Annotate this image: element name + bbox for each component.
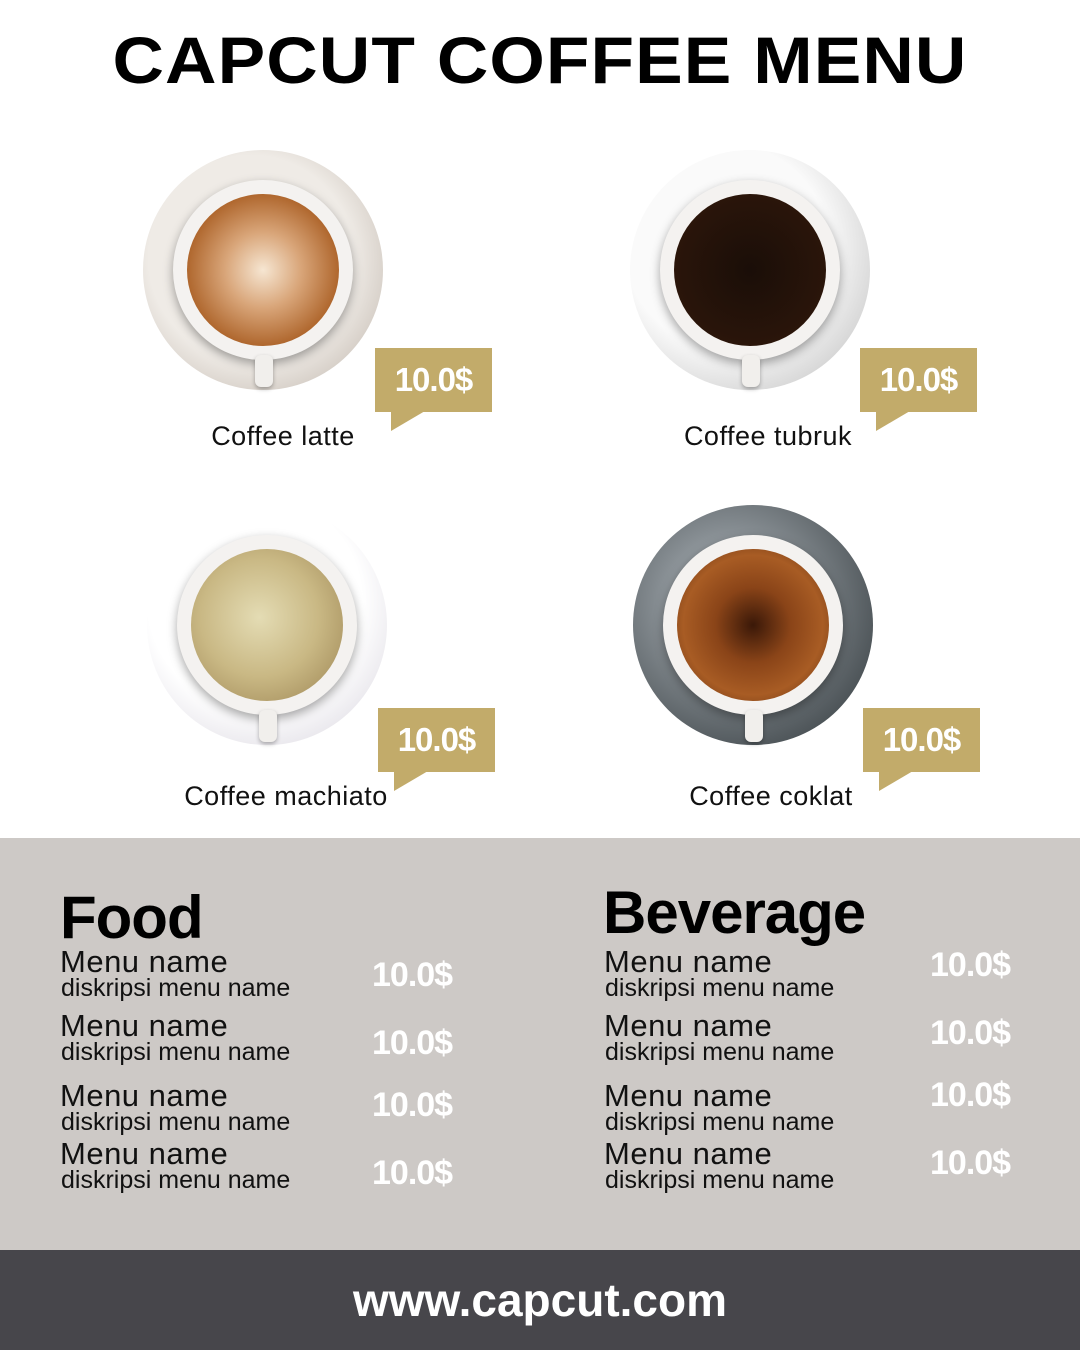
item-name: Coffee coklat (689, 781, 853, 811)
food-item-name: Menu name (60, 1008, 229, 1043)
coffee-latte-image (143, 150, 383, 390)
beverage-item-desc: diskripsi menu name (605, 1038, 835, 1066)
price-tag: 10.0$ (863, 708, 980, 791)
beverage-item-desc: diskripsi menu name (605, 974, 835, 1002)
beverage-item-price: 10.0$ (930, 946, 1011, 984)
coffee-machiato-image (147, 505, 387, 745)
menu-list-panel: Food Beverage (0, 838, 1080, 1250)
footer-url[interactable]: www.capcut.com (0, 1250, 1080, 1350)
beverage-item-name: Menu name (604, 1136, 773, 1171)
beverage-item-name: Menu name (604, 1078, 773, 1113)
food-item-desc: diskripsi menu name (61, 1166, 291, 1194)
beverage-item-desc: diskripsi menu name (605, 1166, 835, 1194)
price-tag: 10.0$ (375, 348, 492, 431)
food-item-name: Menu name (60, 944, 229, 979)
coffee-coklat-image (633, 505, 873, 745)
beverage-item-desc: diskripsi menu name (605, 1108, 835, 1136)
coffee-tubruk-image (630, 150, 870, 390)
price-tag: 10.0$ (378, 708, 495, 791)
beverage-item-name: Menu name (604, 944, 773, 979)
beverage-title: Beverage (603, 879, 866, 946)
food-item-name: Menu name (60, 1136, 229, 1171)
food-item-desc: diskripsi menu name (61, 1108, 291, 1136)
food-item-desc: diskripsi menu name (61, 974, 291, 1002)
food-title: Food (60, 884, 204, 951)
item-name: Coffee machiato (184, 781, 388, 811)
item-name: Coffee tubruk (683, 421, 853, 451)
beverage-item-price: 10.0$ (930, 1076, 1011, 1114)
beverage-item-price: 10.0$ (930, 1144, 1011, 1182)
food-item-price: 10.0$ (372, 1086, 453, 1124)
beverage-item-price: 10.0$ (930, 1014, 1011, 1052)
food-item-name: Menu name (60, 1078, 229, 1113)
food-item-desc: diskripsi menu name (61, 1038, 291, 1066)
food-item-price: 10.0$ (372, 956, 453, 994)
beverage-item-name: Menu name (604, 1008, 773, 1043)
price-tag: 10.0$ (860, 348, 977, 431)
food-item-price: 10.0$ (372, 1154, 453, 1192)
item-name: Coffee latte (211, 421, 355, 451)
food-item-price: 10.0$ (372, 1024, 453, 1062)
page-title: CAPCUT COFFEE MENU (112, 23, 968, 97)
